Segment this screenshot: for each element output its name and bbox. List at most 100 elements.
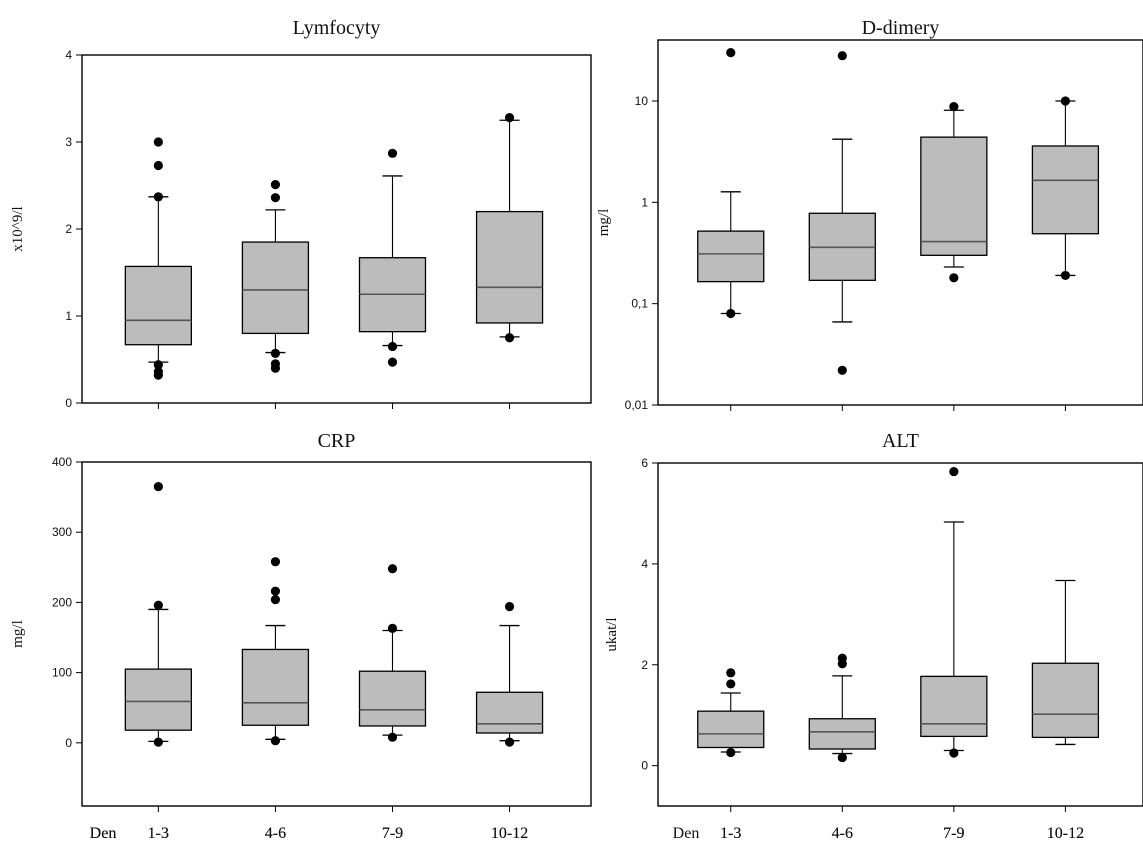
outlier-point [270, 359, 281, 369]
y-tick-label: 4 [65, 48, 72, 62]
outlier-point [387, 623, 398, 633]
outlier-point [726, 679, 736, 689]
x-tick-label: 4-6 [265, 825, 286, 842]
y-tick-label: 4 [641, 557, 648, 571]
plot-frame [81, 461, 592, 807]
box-iqr [920, 136, 988, 256]
outlier-point [504, 113, 515, 123]
chart-title: Lymfocyty [293, 17, 381, 39]
outlier-point [504, 602, 515, 612]
outlier-point [949, 273, 959, 283]
x-tick-label: 7-9 [382, 825, 403, 842]
y-tick-label: 0 [65, 736, 72, 750]
box-iqr [241, 648, 310, 726]
outlier-point [153, 600, 163, 610]
box-iqr [241, 241, 310, 335]
y-tick-label: 2 [641, 658, 648, 672]
x-axis-label: Den [673, 825, 700, 842]
outlier-point [270, 736, 281, 746]
x-tick-label: 7-9 [382, 825, 403, 842]
chart-title: ALT [882, 430, 919, 452]
y-tick-label: 0 [641, 759, 648, 773]
plot-frame [657, 462, 1143, 807]
box-iqr [697, 710, 765, 749]
x-tick-label: 4-6 [832, 825, 853, 842]
x-tick-label: 10-12 [1047, 825, 1084, 842]
y-axis-label: mg/l [596, 209, 612, 237]
outlier-point [504, 737, 515, 747]
outlier-point [837, 365, 847, 375]
outlier-point [153, 160, 163, 171]
outlier-point [949, 102, 959, 112]
y-tick-label: 6 [641, 456, 648, 470]
outlier-point [270, 348, 281, 359]
x-tick-label: 4-6 [265, 825, 286, 842]
box-iqr [1031, 662, 1100, 739]
outlier-point [153, 737, 163, 747]
box-iqr [124, 668, 192, 731]
y-tick-label: 2 [65, 222, 72, 236]
outlier-point [387, 148, 398, 158]
outlier-point [726, 48, 736, 58]
outlier-point [837, 51, 847, 61]
outlier-point [387, 564, 398, 574]
x-tick-label: 4-6 [832, 825, 853, 842]
outlier-point [726, 668, 736, 678]
outlier-point [153, 360, 163, 370]
x-tick-label: 1-3 [148, 825, 169, 842]
y-axis-label: ukat/l [604, 617, 620, 651]
box-iqr [1031, 145, 1100, 235]
x-tick-label: 1-3 [148, 825, 169, 842]
outlier-point [153, 192, 163, 202]
outlier-point [387, 732, 398, 742]
x-tick-label: 10-12 [491, 825, 528, 842]
box-iqr [358, 670, 427, 727]
x-tick-label: 10-12 [491, 825, 528, 842]
outlier-point [837, 653, 847, 663]
outlier-point [1060, 96, 1070, 106]
x-tick-label: 10-12 [1047, 825, 1084, 842]
outlier-point [270, 557, 281, 567]
outlier-point [837, 752, 847, 763]
outlier-point [949, 466, 959, 477]
box-iqr [475, 210, 544, 324]
y-tick-label: 100 [52, 666, 72, 680]
x-axis-label: Den [90, 825, 117, 842]
box-iqr [920, 675, 988, 738]
y-tick-label: 0,1 [631, 297, 648, 311]
outlier-point [1060, 270, 1070, 281]
outlier-point [270, 180, 281, 190]
x-tick-label: 7-9 [943, 825, 964, 842]
y-tick-label: 3 [65, 135, 72, 149]
y-axis-label: x10^9/l [10, 206, 26, 251]
outlier-point [153, 367, 163, 377]
outlier-point [153, 481, 163, 492]
y-tick-label: 300 [52, 525, 72, 539]
box-iqr [475, 691, 544, 734]
y-tick-label: 400 [52, 455, 72, 469]
outlier-point [270, 595, 281, 605]
x-tick-label: 1-3 [720, 825, 741, 842]
y-axis-label: mg/l [10, 620, 26, 648]
y-tick-label: 200 [52, 595, 72, 609]
x-axis-label: Den [90, 825, 117, 842]
outlier-point [726, 747, 736, 758]
chart-title: CRP [318, 430, 356, 452]
outlier-point [153, 137, 163, 147]
x-tick-label: 1-3 [720, 825, 741, 842]
outlier-point [949, 748, 959, 758]
box-iqr [808, 718, 876, 750]
outlier-point [270, 586, 281, 596]
plot-frame [657, 39, 1143, 406]
box-iqr [697, 230, 765, 283]
y-tick-label: 10 [635, 94, 649, 108]
y-tick-label: 0,01 [625, 398, 649, 412]
chart-title: D-dimery [862, 17, 940, 39]
y-tick-label: 0 [65, 396, 72, 410]
x-tick-label: 7-9 [943, 825, 964, 842]
box-iqr [124, 265, 192, 346]
outlier-point [387, 357, 398, 367]
y-tick-label: 1 [65, 309, 72, 323]
outlier-point [270, 193, 281, 203]
